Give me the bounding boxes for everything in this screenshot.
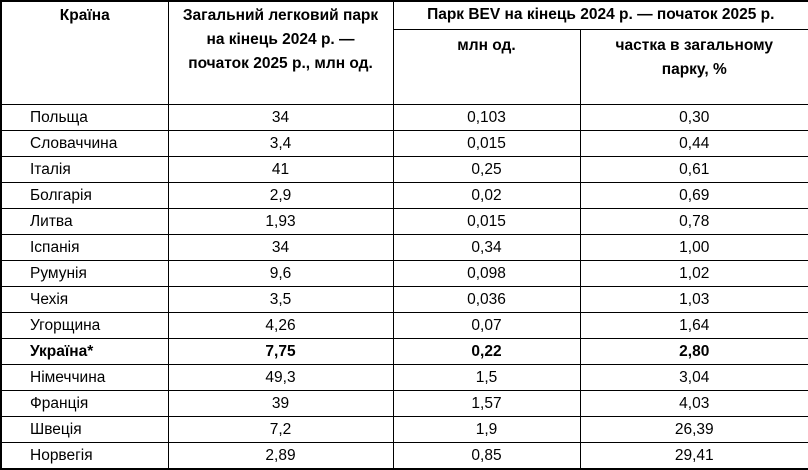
total-fleet-cell: 49,3 [167, 364, 394, 391]
table-row: Чехія 3,5 0,036 1,03 [0, 286, 808, 313]
table-row: Польща 34 0,103 0,30 [0, 104, 808, 131]
total-fleet-cell: 41 [167, 156, 394, 183]
country-cell: Україна* [0, 338, 169, 365]
bev-share-cell: 0,61 [579, 156, 808, 183]
table-row: Угорщина 4,26 0,07 1,64 [0, 312, 808, 339]
total-fleet-cell: 3,5 [167, 286, 394, 313]
table-row: Болгарія 2,9 0,02 0,69 [0, 182, 808, 209]
total-fleet-cell: 9,6 [167, 260, 394, 287]
country-cell: Норвегія [0, 442, 169, 470]
country-cell: Франція [0, 390, 169, 417]
total-fleet-cell: 4,26 [167, 312, 394, 339]
bev-fleet-cell: 0,07 [392, 312, 581, 339]
col-header-country: Країна [0, 0, 169, 105]
total-fleet-cell: 34 [167, 234, 394, 261]
bev-fleet-cell: 0,85 [392, 442, 581, 470]
bev-fleet-cell: 0,34 [392, 234, 581, 261]
bev-fleet-cell: 1,9 [392, 416, 581, 443]
total-fleet-cell: 2,89 [167, 442, 394, 470]
bev-share-cell: 2,80 [579, 338, 808, 365]
country-cell: Німеччина [0, 364, 169, 391]
table-row: Україна* 7,75 0,22 2,80 [0, 338, 808, 365]
country-cell: Італія [0, 156, 169, 183]
col-header-bev-group: Парк BEV на кінець 2024 р. — початок 202… [392, 0, 808, 30]
bev-share-cell: 1,64 [579, 312, 808, 339]
table-row: Німеччина 49,3 1,5 3,04 [0, 364, 808, 391]
bev-share-cell: 3,04 [579, 364, 808, 391]
table-row: Франція 39 1,57 4,03 [0, 390, 808, 417]
total-fleet-cell: 7,75 [167, 338, 394, 365]
bev-share-cell: 0,69 [579, 182, 808, 209]
country-cell: Угорщина [0, 312, 169, 339]
bev-fleet-cell: 1,57 [392, 390, 581, 417]
country-cell: Словаччина [0, 130, 169, 157]
table-row: Іспанія 34 0,34 1,00 [0, 234, 808, 261]
table-body: Польща 34 0,103 0,30 Словаччина 3,4 0,015 0,44 І… [0, 104, 808, 470]
country-cell: Литва [0, 208, 169, 235]
bev-fleet-cell: 0,103 [392, 104, 581, 131]
table-row: Швеція 7,2 1,9 26,39 [0, 416, 808, 443]
table-row: Норвегія 2,89 0,85 29,41 [0, 442, 808, 470]
table-row: Словаччина 3,4 0,015 0,44 [0, 130, 808, 157]
total-fleet-cell: 2,9 [167, 182, 394, 209]
bev-share-cell: 0,78 [579, 208, 808, 235]
bev-share-cell: 1,02 [579, 260, 808, 287]
bev-share-cell: 0,30 [579, 104, 808, 131]
bev-fleet-cell: 0,02 [392, 182, 581, 209]
country-cell: Болгарія [0, 182, 169, 209]
table-row: Італія 41 0,25 0,61 [0, 156, 808, 183]
bev-fleet-cell: 0,036 [392, 286, 581, 313]
bev-fleet-cell: 0,22 [392, 338, 581, 365]
table-row: Румунія 9,6 0,098 1,02 [0, 260, 808, 287]
table-header: Країна Загальний легковий парк на кінець… [0, 0, 808, 105]
bev-share-cell: 1,03 [579, 286, 808, 313]
bev-share-cell: 29,41 [579, 442, 808, 470]
bev-share-cell: 4,03 [579, 390, 808, 417]
country-cell: Швеція [0, 416, 169, 443]
bev-fleet-cell: 0,25 [392, 156, 581, 183]
country-cell: Польща [0, 104, 169, 131]
col-header-bev-mln: млн од. [392, 29, 581, 105]
bev-share-cell: 1,00 [579, 234, 808, 261]
country-cell: Румунія [0, 260, 169, 287]
total-fleet-cell: 1,93 [167, 208, 394, 235]
col-header-total-fleet: Загальний легковий парк на кінець 2024 р… [167, 0, 394, 105]
bev-fleet-cell: 0,098 [392, 260, 581, 287]
table-row: Литва 1,93 0,015 0,78 [0, 208, 808, 235]
bev-fleet-cell: 0,015 [392, 130, 581, 157]
total-fleet-cell: 3,4 [167, 130, 394, 157]
bev-share-cell: 26,39 [579, 416, 808, 443]
country-cell: Чехія [0, 286, 169, 313]
bev-fleet-cell: 1,5 [392, 364, 581, 391]
total-fleet-cell: 39 [167, 390, 394, 417]
country-cell: Іспанія [0, 234, 169, 261]
col-header-bev-share: частка в загальному парку, % [579, 29, 808, 105]
bev-fleet-cell: 0,015 [392, 208, 581, 235]
bev-share-cell: 0,44 [579, 130, 808, 157]
total-fleet-cell: 7,2 [167, 416, 394, 443]
total-fleet-cell: 34 [167, 104, 394, 131]
